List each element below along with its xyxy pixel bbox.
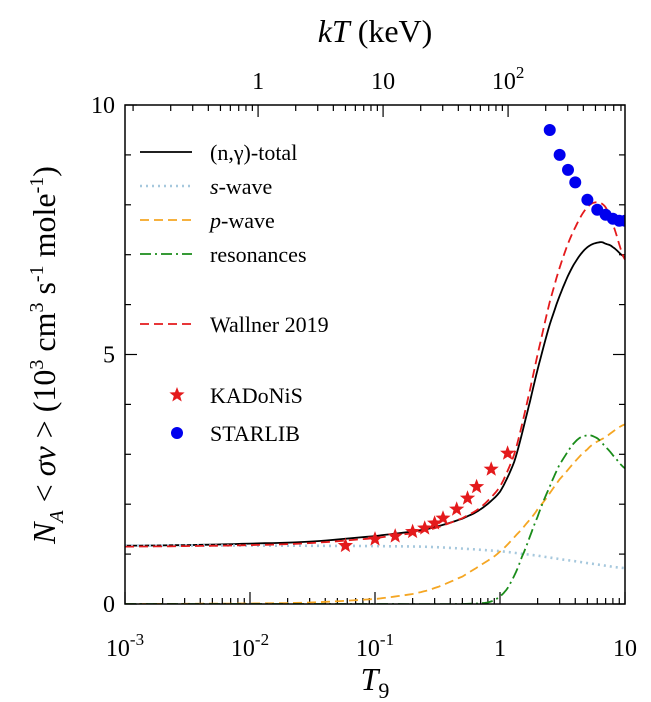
legend-label: Wallner 2019 <box>210 312 329 337</box>
y-axis-title: NA < σv > (103 cm3 s-1 mole-1) <box>26 166 68 545</box>
series-line-s-wave <box>125 544 625 570</box>
series-line-wallner-2019 <box>125 201 625 548</box>
y-tick-label: 5 <box>103 343 115 369</box>
tick-labels: 10-3 10-2 10-1 1 10 1 10 102 0 5 10 <box>91 63 637 662</box>
kadonis-point <box>435 510 451 525</box>
marker-series <box>337 123 625 553</box>
legend-label: s-wave <box>210 174 272 199</box>
series-lines <box>125 201 625 604</box>
x-tick-label: 10-3 <box>106 630 144 662</box>
kadonis-point <box>367 531 383 546</box>
legend-star-icon <box>169 387 185 402</box>
legend-label: STARLIB <box>210 421 300 446</box>
y-tick-label: 10 <box>91 93 115 119</box>
starlib-point <box>581 193 594 206</box>
kadonis-point <box>459 490 476 505</box>
starlib-point <box>553 148 566 161</box>
x-tick-label: 1 <box>494 636 506 662</box>
legend-label: KADoNiS <box>210 383 303 408</box>
kadonis-point <box>417 520 433 535</box>
kadonis-point <box>500 445 516 460</box>
series-line--n-total <box>125 241 625 547</box>
x-tick-label: 10 <box>613 636 637 662</box>
legend-label: p-wave <box>208 208 275 233</box>
starlib-point <box>619 214 625 227</box>
legend: (n,γ)-total s-wave p-wave resonances Wallner… <box>140 140 329 446</box>
kadonis-point <box>483 461 499 476</box>
kadonis-point <box>387 528 403 543</box>
top-tick-label: 102 <box>492 63 524 95</box>
top-axis-title: kT (keV) <box>318 13 433 49</box>
starlib-point <box>569 176 582 189</box>
top-tick-label: 10 <box>371 69 395 95</box>
legend-circle-icon <box>171 427 183 439</box>
kadonis-point <box>469 478 485 494</box>
y-tick-label: 0 <box>103 592 115 618</box>
top-tick-label: 1 <box>252 69 264 95</box>
legend-label: resonances <box>210 242 307 267</box>
kadonis-point <box>405 523 421 539</box>
starlib-point <box>543 123 556 136</box>
x-axis-title: T9 <box>361 661 390 702</box>
x-tick-label: 10-1 <box>356 630 394 662</box>
legend-label: (n,γ)-total <box>210 140 297 165</box>
axis-ticks <box>124 104 626 605</box>
kadonis-point <box>449 501 465 516</box>
series-line-resonances <box>125 434 625 604</box>
plot-frame <box>124 104 626 605</box>
kadonis-point <box>427 515 443 530</box>
starlib-point <box>562 163 575 176</box>
kadonis-point <box>337 537 353 553</box>
x-tick-label: 10-2 <box>231 630 269 662</box>
series-line-p-wave <box>125 423 625 604</box>
